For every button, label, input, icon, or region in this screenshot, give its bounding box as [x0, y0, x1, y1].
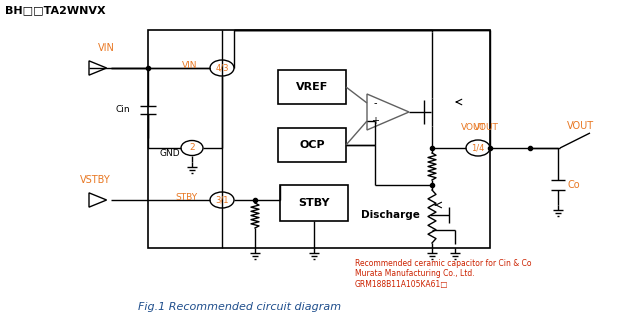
- Text: 4/3: 4/3: [215, 63, 229, 73]
- Ellipse shape: [210, 60, 234, 76]
- Text: +: +: [371, 116, 379, 126]
- Text: VOUT: VOUT: [567, 121, 593, 131]
- Text: OCP: OCP: [299, 140, 325, 150]
- Text: Fig.1 Recommended circuit diagram: Fig.1 Recommended circuit diagram: [139, 302, 342, 312]
- Ellipse shape: [181, 140, 203, 156]
- Bar: [278, 70, 346, 104]
- Text: 3/1: 3/1: [215, 196, 229, 204]
- Text: VIN: VIN: [97, 43, 114, 53]
- Text: GRM188B11A105KA61□: GRM188B11A105KA61□: [355, 280, 448, 288]
- Text: STBY: STBY: [175, 192, 197, 202]
- Ellipse shape: [210, 192, 234, 208]
- Text: -: -: [373, 98, 377, 108]
- Bar: [278, 128, 346, 162]
- Ellipse shape: [466, 140, 490, 156]
- Text: Co: Co: [568, 180, 580, 190]
- Text: Cin: Cin: [115, 106, 130, 114]
- Text: VOUT: VOUT: [460, 124, 485, 133]
- Text: Recommended ceramic capacitor for Cin & Co: Recommended ceramic capacitor for Cin & …: [355, 260, 532, 268]
- Text: BH□□TA2WNVX: BH□□TA2WNVX: [5, 5, 106, 15]
- Text: VSTBY: VSTBY: [80, 175, 111, 185]
- Text: 1/4: 1/4: [471, 144, 485, 152]
- Bar: [148, 30, 490, 248]
- Text: VIN: VIN: [181, 61, 197, 69]
- Text: STBY: STBY: [298, 198, 329, 208]
- Text: GND: GND: [160, 150, 180, 158]
- Text: Murata Manufacturing Co., Ltd.: Murata Manufacturing Co., Ltd.: [355, 269, 474, 279]
- Bar: [280, 185, 348, 221]
- Text: 2: 2: [189, 144, 195, 152]
- Text: VREF: VREF: [296, 82, 328, 92]
- Text: VOUT: VOUT: [474, 124, 499, 133]
- Text: Discharge: Discharge: [361, 210, 419, 220]
